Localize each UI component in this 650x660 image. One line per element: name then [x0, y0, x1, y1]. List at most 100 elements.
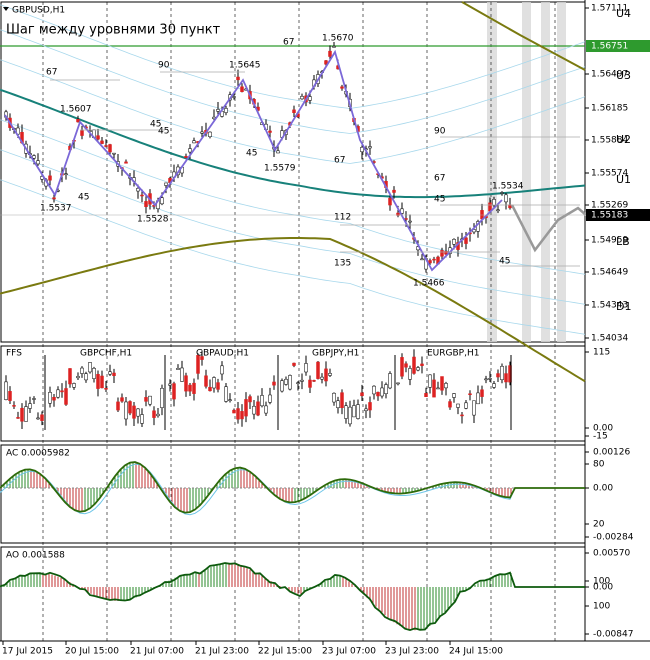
candle-body — [460, 414, 464, 417]
candle-body — [76, 376, 80, 379]
candle-body — [48, 175, 52, 181]
pane-tick-label: 0.00126 — [593, 448, 630, 458]
level-label: U2 — [616, 133, 631, 146]
candle-body — [20, 407, 24, 422]
candle-body — [36, 417, 40, 420]
time-band — [522, 2, 531, 342]
date-label: 23 Jul 07:00 — [322, 647, 376, 657]
price-tick-label: 1.54034 — [591, 334, 628, 344]
candle-body — [188, 148, 192, 153]
pane-label: FFS — [6, 349, 22, 359]
candle-body — [500, 192, 504, 194]
candle-body — [300, 96, 304, 100]
candle-body — [388, 197, 392, 206]
candle-body — [332, 46, 336, 48]
candle-body — [104, 388, 108, 390]
candle-body — [60, 390, 64, 393]
candle-body — [308, 379, 312, 388]
candle-body — [96, 135, 100, 140]
projection — [510, 204, 587, 253]
candle-body — [444, 383, 448, 389]
candle-body — [380, 387, 384, 397]
date-label: 20 Jul 15:00 — [65, 647, 119, 657]
pane-tick-label: -0.00284 — [593, 533, 634, 543]
price-tick-label: 1.57111 — [591, 4, 628, 14]
candle-body — [96, 374, 100, 389]
candle-body — [400, 357, 404, 377]
candle-body — [340, 392, 344, 409]
candle-body — [72, 383, 76, 388]
candle-body — [192, 140, 196, 144]
current-price: 1.55183 — [591, 211, 628, 221]
pair-label: EURGBP,H1 — [427, 349, 479, 359]
candle-body — [224, 386, 228, 402]
candle-body — [236, 408, 240, 420]
date-label: 17 Jul 2015 — [2, 647, 53, 657]
annotation: 45 — [434, 195, 445, 205]
annotation: 45 — [246, 149, 257, 159]
candle-body — [492, 199, 496, 206]
candle-body — [296, 382, 300, 384]
candle-body — [292, 109, 296, 113]
pane-label: AO 0.001588 — [6, 551, 65, 561]
candle-body — [148, 395, 152, 405]
candle-body — [52, 197, 56, 200]
ao-line — [0, 562, 585, 632]
candle-body — [32, 155, 36, 159]
candle-body — [224, 108, 228, 113]
annotation: 112 — [334, 213, 351, 223]
candle-body — [124, 161, 128, 164]
candle-body — [272, 381, 276, 386]
candle-body — [56, 389, 60, 398]
candle-body — [28, 403, 32, 409]
price-tick-label: 1.54649 — [591, 268, 628, 278]
candle-body — [32, 398, 36, 400]
annotation: 45 — [150, 120, 161, 130]
candle-body — [316, 361, 320, 379]
annotation: 1.5670 — [322, 34, 354, 44]
candle-body — [24, 406, 28, 422]
price-tick-label: 1.54959 — [591, 236, 628, 246]
candle-body — [284, 378, 288, 385]
candle-body — [124, 401, 128, 420]
time-band — [487, 2, 497, 342]
candle-body — [396, 212, 400, 216]
band-line — [0, 29, 586, 134]
candle-body — [208, 386, 212, 392]
candle-body — [444, 251, 448, 255]
annotation: 1.5528 — [137, 215, 169, 225]
candle-body — [84, 373, 88, 381]
candle-body — [184, 375, 188, 392]
candle-body — [188, 384, 192, 392]
candle-body — [80, 367, 84, 374]
pane-tick-label: 0.00 — [593, 583, 613, 593]
candle-body — [336, 400, 340, 409]
candle-body — [240, 86, 244, 92]
candle-body — [108, 371, 112, 375]
candle-body — [320, 376, 324, 380]
date-label: 21 Jul 23:00 — [195, 647, 249, 657]
candle-body — [168, 383, 172, 386]
pane-tick-label: -0.00847 — [593, 630, 633, 640]
candle-body — [40, 414, 44, 421]
labels: GBPUSD,H1 Шаг между уровнями 30 пункт 1.57… — [2, 4, 650, 657]
candle-body — [176, 367, 180, 370]
annotation: 45 — [158, 127, 169, 137]
candle-body — [88, 362, 92, 373]
candle-body — [116, 401, 120, 411]
annotation: 1.5579 — [264, 164, 296, 174]
candle-body — [344, 405, 348, 419]
pane-tick-label: 100 — [593, 602, 610, 612]
candle-body — [496, 373, 500, 378]
candle-body — [504, 194, 508, 203]
candle-body — [496, 209, 500, 212]
candle-body — [136, 408, 140, 417]
candle-body — [372, 385, 376, 395]
level-label: LB — [616, 235, 630, 248]
price-tick-label: 1.55269 — [591, 201, 628, 211]
candle-body — [332, 392, 336, 403]
candle-body — [104, 145, 108, 147]
candle-body — [456, 403, 460, 408]
candle-body — [4, 381, 8, 400]
candle-body — [120, 397, 124, 402]
